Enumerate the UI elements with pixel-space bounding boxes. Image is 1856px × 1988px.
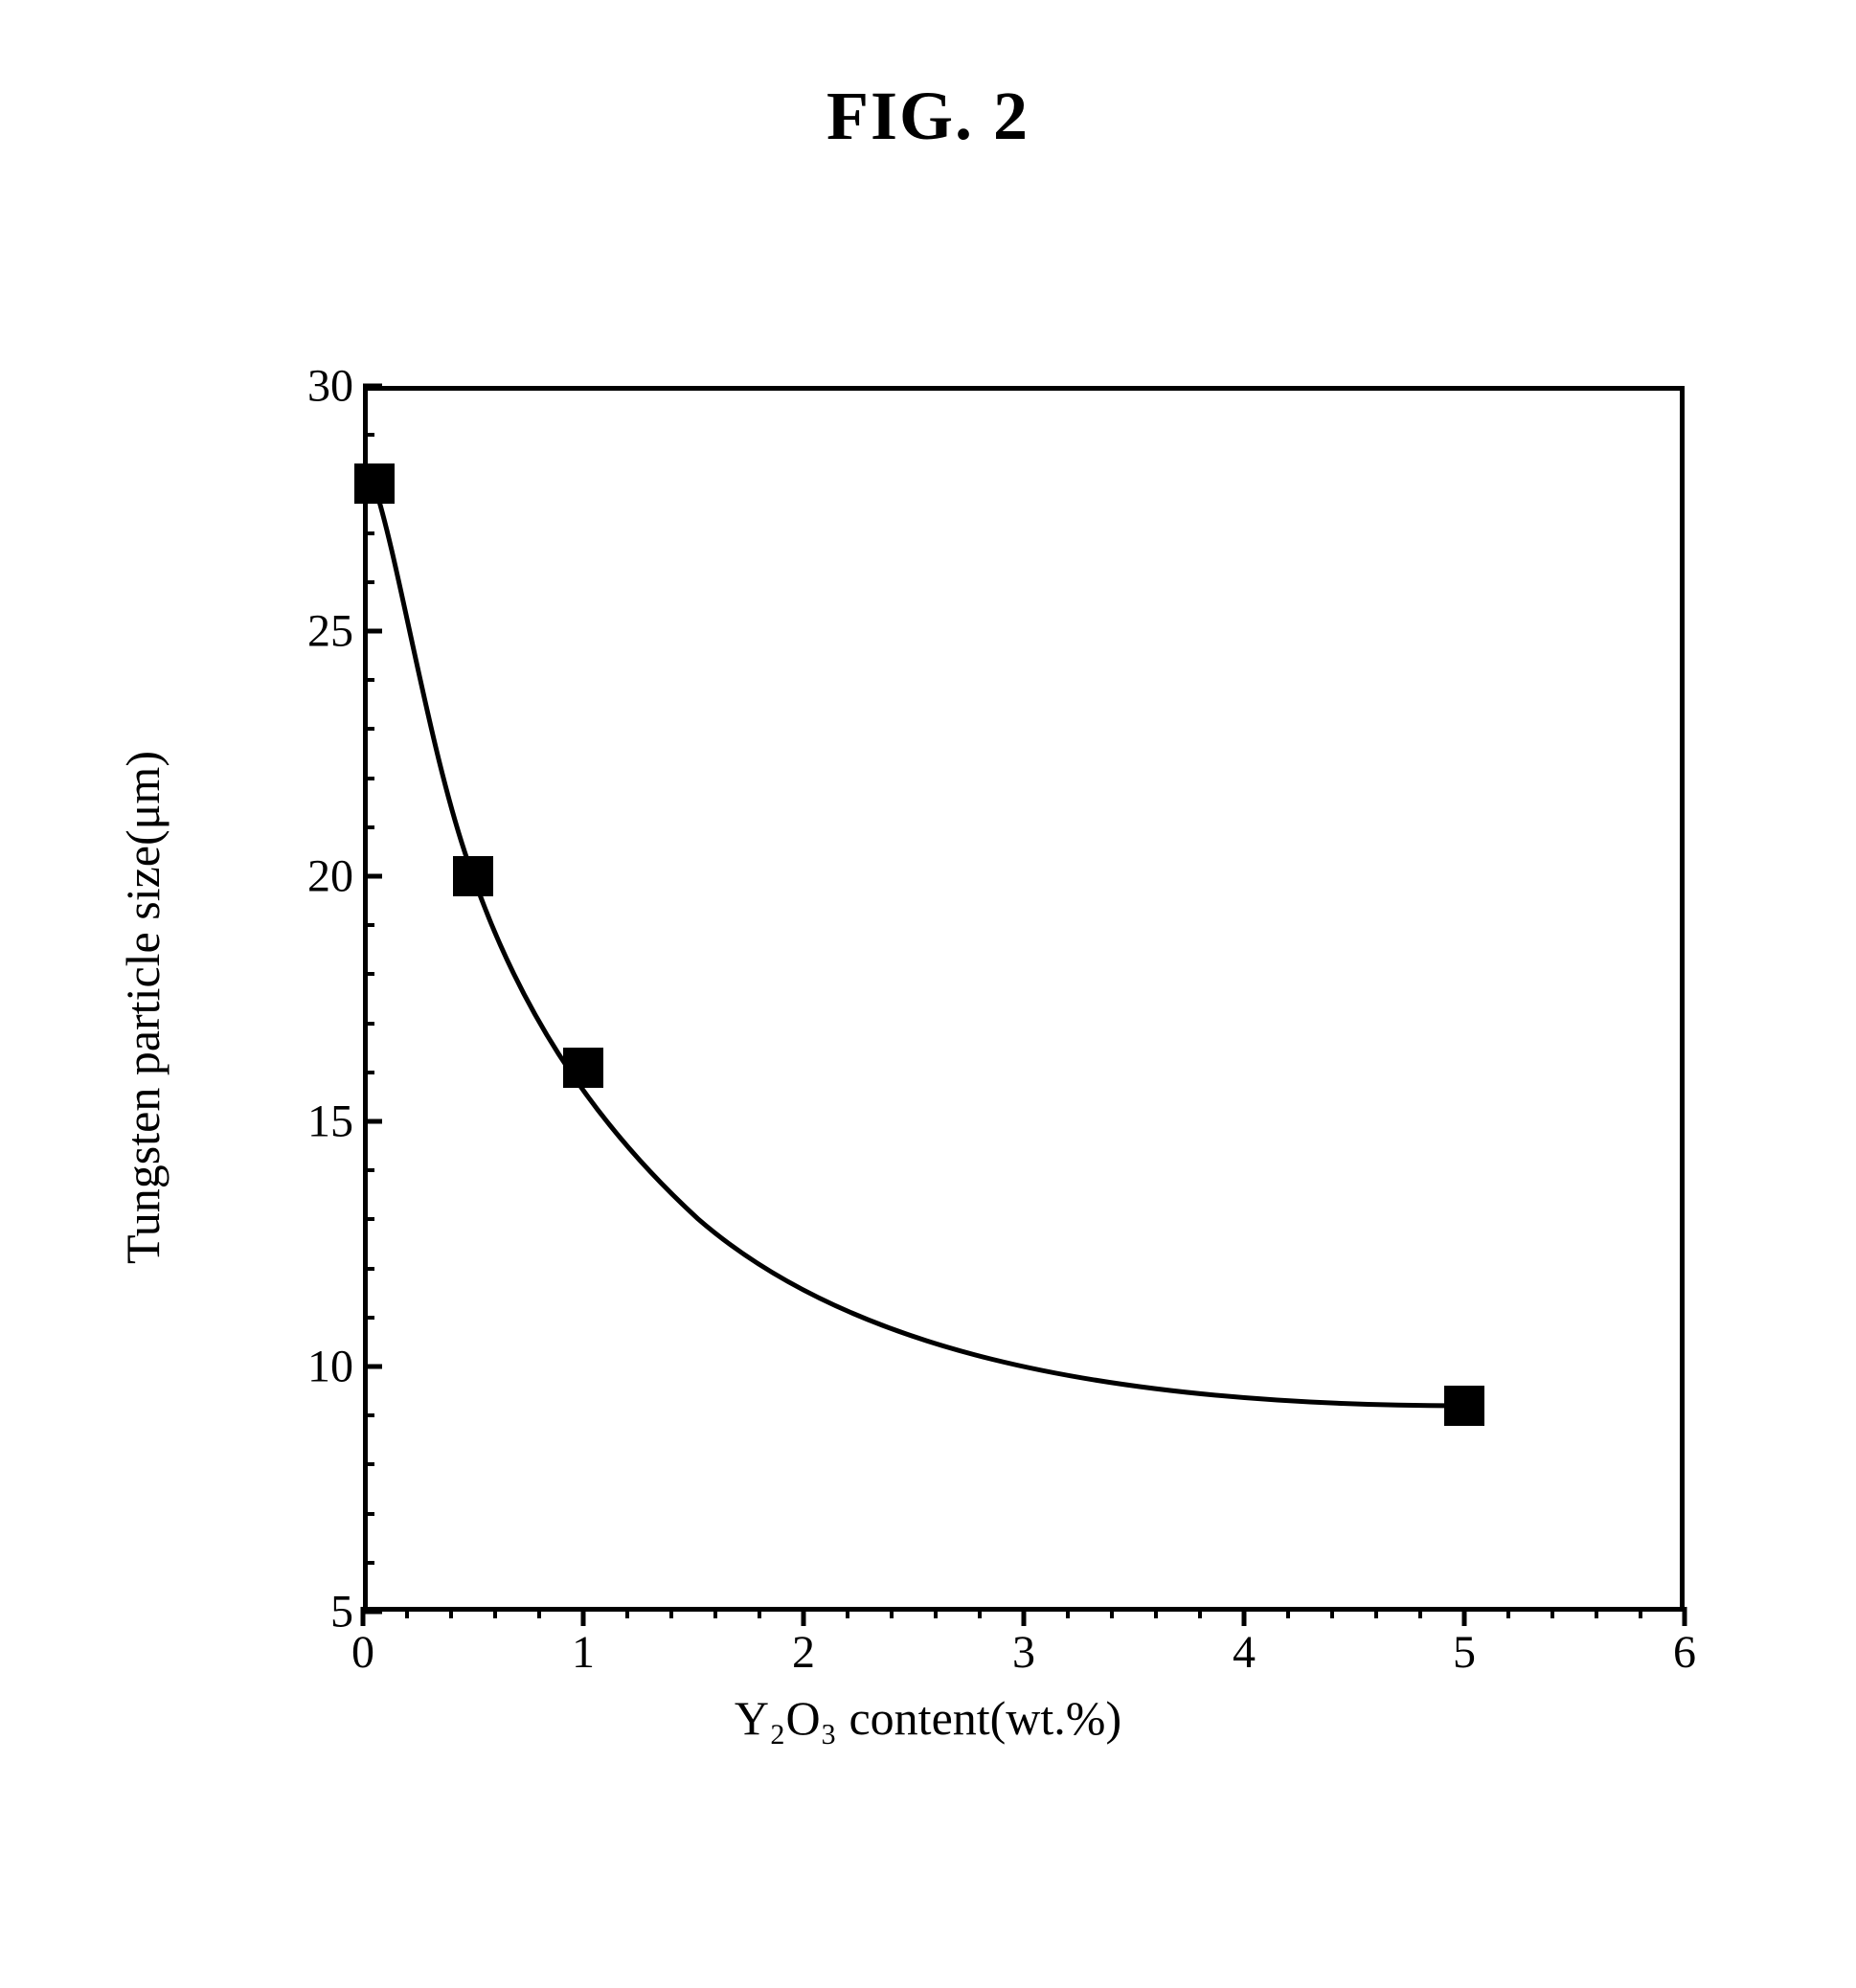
chart-container: Tungsten particle size(μm) Y₂O₃ content(… [114,367,1742,1755]
y-tick-mark [363,1365,382,1369]
y-minor-tick [363,972,374,976]
x-tick-mark [1022,1607,1027,1626]
x-minor-tick [1286,1607,1290,1618]
x-minor-tick [713,1607,717,1618]
x-tick-mark [1242,1607,1247,1626]
y-minor-tick [363,777,374,780]
y-tick-label: 20 [307,850,368,903]
x-minor-tick [978,1607,982,1618]
x-tick-mark [361,1607,366,1626]
y-minor-tick [363,923,374,927]
x-tick-label: 1 [572,1626,595,1679]
x-minor-tick [493,1607,497,1618]
y-minor-tick [363,580,374,584]
y-minor-tick [363,1462,374,1466]
y-tick-label: 10 [307,1341,368,1393]
x-minor-tick [449,1607,453,1618]
y-axis-label: Tungsten particle size(μm) [115,751,170,1264]
x-tick-label: 4 [1233,1626,1256,1679]
x-tick-label: 3 [1012,1626,1035,1679]
y-tick-label: 15 [307,1096,368,1148]
x-minor-tick [405,1607,409,1618]
y-minor-tick [363,433,374,437]
x-tick-mark [581,1607,586,1626]
y-minor-tick [363,1217,374,1221]
x-tick-mark [1683,1607,1687,1626]
x-minor-tick [669,1607,673,1618]
x-minor-tick [1639,1607,1642,1618]
x-tick-label: 5 [1453,1626,1476,1679]
x-minor-tick [934,1607,938,1618]
y-tick-mark [363,1610,382,1615]
y-minor-tick [363,1267,374,1271]
y-minor-tick [363,1071,374,1074]
x-axis-label: Y₂O₃ content(wt.%) [735,1690,1121,1746]
y-minor-tick [363,531,374,535]
y-tick-mark [363,384,382,389]
y-tick-mark [363,874,382,879]
y-minor-tick [363,1022,374,1026]
x-minor-tick [625,1607,629,1618]
x-tick-label: 6 [1673,1626,1696,1679]
curve-line [363,386,1685,1612]
data-marker [1444,1386,1484,1426]
y-minor-tick [363,727,374,731]
y-tick-mark [363,629,382,634]
x-tick-mark [1462,1607,1467,1626]
x-minor-tick [890,1607,894,1618]
y-minor-tick [363,1316,374,1320]
x-minor-tick [537,1607,541,1618]
y-tick-label: 25 [307,605,368,658]
x-tick-mark [802,1607,806,1626]
y-minor-tick [363,1512,374,1516]
x-minor-tick [1154,1607,1158,1618]
data-marker [563,1048,603,1088]
y-minor-tick [363,1413,374,1417]
x-minor-tick [758,1607,761,1618]
x-minor-tick [1506,1607,1510,1618]
x-minor-tick [1595,1607,1598,1618]
x-tick-label: 0 [351,1626,374,1679]
figure-title: FIG. 2 [826,77,1030,156]
y-minor-tick [363,1168,374,1172]
x-minor-tick [1418,1607,1422,1618]
y-tick-label: 30 [307,360,368,413]
x-minor-tick [1330,1607,1334,1618]
y-minor-tick [363,1561,374,1565]
y-minor-tick [363,678,374,682]
x-minor-tick [1066,1607,1070,1618]
x-minor-tick [1198,1607,1202,1618]
y-minor-tick [363,825,374,829]
x-tick-label: 2 [792,1626,815,1679]
x-minor-tick [1374,1607,1378,1618]
y-tick-mark [363,1119,382,1124]
x-minor-tick [1110,1607,1114,1618]
x-minor-tick [1550,1607,1554,1618]
data-marker [354,463,395,504]
data-marker [453,856,493,896]
x-minor-tick [846,1607,849,1618]
